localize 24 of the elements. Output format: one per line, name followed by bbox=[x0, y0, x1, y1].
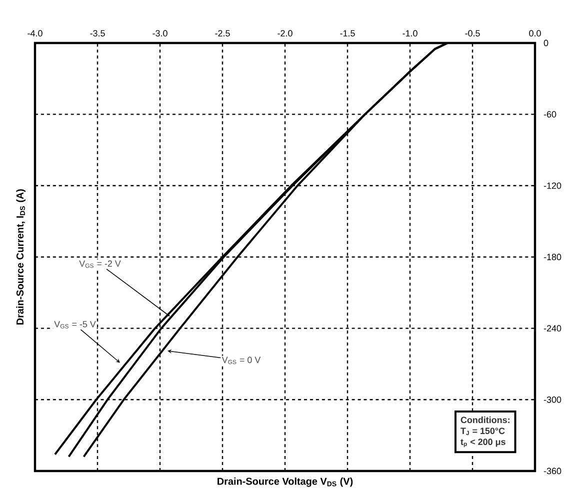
x-tick-label: -3.0 bbox=[152, 30, 168, 36]
x-tick-label: 0.0 bbox=[529, 30, 541, 36]
y-tick-label: -360 bbox=[544, 468, 562, 474]
annotation: Conditions: bbox=[460, 416, 510, 424]
x-tick-label: -2.5 bbox=[215, 30, 230, 36]
y-tick-label: -180 bbox=[544, 254, 562, 260]
x-tick-label: -3.5 bbox=[90, 30, 105, 36]
x-tick-label: -1.5 bbox=[340, 30, 355, 36]
annotation: t$_{p}$ < 200 μs bbox=[460, 438, 506, 448]
annotation: V$_{GS}$ = 0 V bbox=[222, 356, 261, 364]
y-tick-label: -60 bbox=[544, 111, 556, 118]
x-tick-label: -4.0 bbox=[28, 30, 42, 36]
y-tick-label: -300 bbox=[544, 396, 562, 403]
annotation: V$_{GS}$ = -2 V bbox=[79, 260, 121, 268]
y-tick-label: -120 bbox=[544, 182, 562, 189]
y-tick-label: -240 bbox=[544, 325, 562, 332]
annotation: T$_{J}$ = 150°C bbox=[460, 428, 505, 436]
x-tick-label: -0.5 bbox=[465, 30, 480, 36]
x-axis-title: Drain-Source Voltage V$_{DS}$ (V) bbox=[218, 478, 353, 487]
annotation: V$_{GS}$ = -5 V bbox=[54, 321, 96, 328]
y-tick-label: 0 bbox=[544, 40, 548, 46]
y-axis-title: Drain-Source Current, I$_{DS}$ (A) bbox=[16, 189, 26, 325]
x-tick-label: -1.0 bbox=[402, 30, 418, 36]
x-tick-label: -2.0 bbox=[278, 30, 292, 36]
